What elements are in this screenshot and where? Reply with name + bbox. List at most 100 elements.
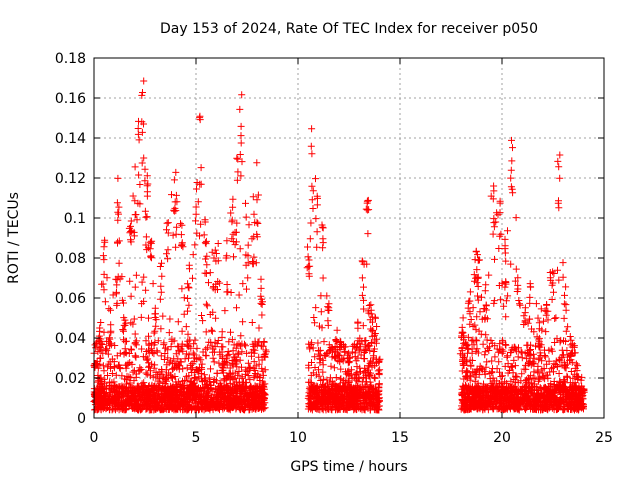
data-point: [163, 250, 170, 258]
data-point: [131, 330, 139, 338]
data-point: [108, 355, 116, 363]
data-point: [172, 378, 180, 386]
data-point: [319, 244, 327, 252]
data-point: [320, 338, 328, 346]
data-point: [257, 284, 265, 292]
data-point: [185, 301, 193, 309]
data-point: [541, 353, 549, 361]
data-point: [507, 174, 515, 182]
data-point: [174, 318, 182, 326]
data-point: [230, 253, 237, 261]
data-point: [250, 404, 257, 412]
data-point: [198, 312, 205, 319]
data-point: [488, 357, 496, 365]
data-point: [259, 367, 267, 375]
data-point: [172, 243, 180, 251]
data-point: [185, 372, 193, 380]
data-point: [142, 286, 150, 294]
data-point: [481, 287, 489, 295]
data-point: [164, 219, 172, 227]
data-point: [232, 383, 240, 390]
data-point: [253, 218, 261, 226]
data-point: [205, 338, 213, 346]
data-point: [228, 235, 236, 243]
data-point: [187, 365, 195, 373]
data-point: [193, 404, 201, 412]
data-point: [100, 243, 108, 251]
data-point: [515, 297, 523, 304]
data-point: [201, 239, 209, 247]
data-point: [313, 201, 321, 209]
data-point: [145, 363, 152, 371]
data-point: [530, 368, 538, 376]
data-point: [195, 373, 203, 381]
data-point: [184, 307, 191, 315]
data-point: [100, 367, 108, 375]
data-point: [113, 199, 121, 207]
data-point: [203, 344, 211, 352]
data-point: [244, 274, 252, 282]
data-point: [127, 374, 135, 382]
x-tick-label: 20: [493, 430, 511, 446]
x-tick-label: 25: [595, 430, 613, 446]
data-point: [351, 353, 359, 361]
data-point: [174, 355, 182, 363]
data-point: [109, 386, 117, 394]
data-point: [190, 340, 198, 348]
data-point: [202, 300, 210, 308]
data-point: [129, 192, 137, 200]
data-point: [542, 328, 550, 336]
data-point: [255, 360, 263, 368]
data-point: [140, 297, 148, 305]
data-point: [229, 195, 237, 203]
data-point: [101, 298, 109, 306]
data-point: [226, 400, 233, 408]
data-point: [520, 312, 528, 320]
data-point: [228, 336, 236, 344]
data-point: [501, 235, 509, 243]
data-point: [159, 393, 167, 401]
data-point: [184, 283, 192, 291]
data-point: [220, 384, 228, 392]
data-point: [191, 241, 199, 249]
data-point: [307, 219, 315, 227]
data-point: [137, 366, 145, 373]
data-point: [172, 191, 180, 199]
data-point: [147, 406, 155, 414]
data-point: [327, 362, 335, 370]
data-point: [313, 243, 321, 251]
data-point: [194, 198, 202, 206]
data-point: [176, 362, 183, 370]
data-point: [216, 348, 224, 356]
data-point: [203, 261, 211, 269]
data-point: [183, 376, 191, 384]
data-point: [191, 394, 199, 402]
data-point: [157, 370, 165, 378]
data-point: [97, 339, 105, 347]
data-point: [114, 174, 122, 182]
data-point: [164, 354, 172, 362]
data-point: [250, 358, 258, 366]
data-point: [365, 342, 372, 349]
data-point: [561, 291, 568, 299]
data-point: [185, 354, 192, 362]
data-point: [144, 180, 152, 188]
data-point: [202, 351, 210, 359]
data-point: [189, 251, 197, 259]
data-point: [142, 213, 150, 221]
data-point: [229, 203, 237, 211]
data-point: [233, 390, 240, 397]
data-point: [249, 401, 257, 409]
data-point: [108, 370, 116, 377]
data-point: [122, 388, 130, 396]
data-point: [308, 150, 316, 158]
data-point: [227, 209, 235, 217]
data-point: [174, 342, 182, 350]
data-point: [370, 399, 378, 407]
data-point: [97, 319, 105, 326]
data-point: [221, 307, 229, 315]
data-point: [173, 405, 181, 413]
data-point: [252, 259, 260, 267]
data-point: [261, 353, 269, 360]
data-point: [259, 371, 267, 379]
